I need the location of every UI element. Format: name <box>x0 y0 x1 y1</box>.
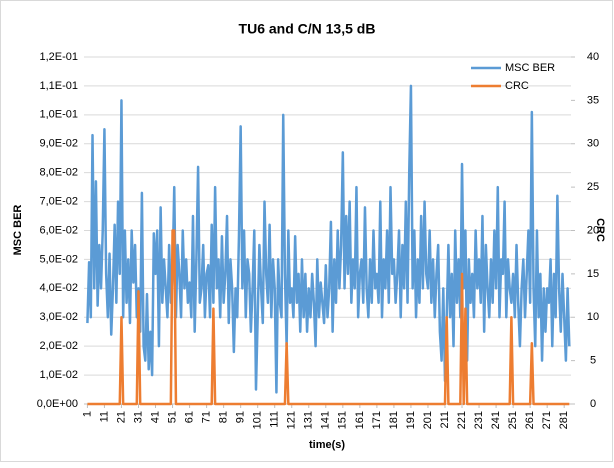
legend-label: MSC BER <box>505 62 555 74</box>
x-tick-label: 191 <box>405 411 417 429</box>
y-tick-label: 3,0E-02 <box>39 311 78 323</box>
x-tick-label: 251 <box>507 411 519 429</box>
y-tick-label: 1,0E-01 <box>39 109 78 121</box>
legend-label: CRC <box>505 80 529 92</box>
x-tick-label: 91 <box>235 411 247 423</box>
y-tick-label: 7,0E-02 <box>39 195 78 207</box>
x-tick-label: 71 <box>201 411 213 423</box>
y2-tick-label: 35 <box>587 94 599 106</box>
x-tick-label: 161 <box>354 411 366 429</box>
x-tick-label: 261 <box>524 411 536 429</box>
y2-tick-label: 40 <box>587 51 599 63</box>
x-tick-label: 121 <box>286 411 298 429</box>
x-tick-label: 1 <box>81 411 93 417</box>
x-tick-label: 81 <box>218 411 230 423</box>
x-tick-label: 21 <box>115 411 127 423</box>
y2-axis-label: CRC <box>594 218 606 242</box>
y-tick-label: 1,2E-01 <box>39 51 78 63</box>
y-tick-label: 9,0E-02 <box>39 138 78 150</box>
x-tick-label: 221 <box>456 411 468 429</box>
x-tick-label: 11 <box>98 411 110 422</box>
y2-tick-label: 30 <box>587 138 599 150</box>
x-tick-label: 201 <box>422 411 434 429</box>
y2-tick-label: 25 <box>587 181 599 193</box>
x-tick-label: 31 <box>132 411 144 423</box>
y-tick-label: 2,0E-02 <box>39 340 78 352</box>
x-tick-label: 271 <box>541 411 553 429</box>
x-tick-label: 211 <box>439 411 451 429</box>
y-axis-label: MSC BER <box>12 205 24 256</box>
y-tick-label: 1,0E-02 <box>39 369 78 381</box>
y-tick-label: 8,0E-02 <box>39 167 78 179</box>
x-tick-label: 141 <box>320 411 332 429</box>
data-line <box>86 84 571 394</box>
x-axis-label: time(s) <box>309 439 345 451</box>
y-tick-label: 5,0E-02 <box>39 253 78 265</box>
x-tick-label: 171 <box>371 411 383 429</box>
x-tick-label: 151 <box>337 411 349 429</box>
y2-tick-label: 0 <box>590 398 596 410</box>
y-tick-label: 0,0E+00 <box>37 398 78 410</box>
y2-tick-label: 20 <box>587 224 599 236</box>
x-tick-label: 281 <box>558 411 570 429</box>
x-tick-label: 61 <box>183 411 195 423</box>
y-tick-label: 1,1E-01 <box>39 80 78 92</box>
x-tick-label: 51 <box>166 411 178 423</box>
y-tick-label: 4,0E-02 <box>39 282 78 294</box>
y2-tick-label: 10 <box>587 311 599 323</box>
x-tick-label: 101 <box>252 411 264 429</box>
data-line <box>87 229 570 406</box>
x-tick-label: 181 <box>388 411 400 429</box>
x-tick-label: 41 <box>149 411 161 423</box>
x-tick-label: 111 <box>269 411 281 428</box>
y-tick-label: 6,0E-02 <box>39 224 78 236</box>
x-tick-label: 131 <box>303 411 315 429</box>
y2-tick-label: 5 <box>590 355 596 367</box>
y2-tick-label: 15 <box>587 268 599 280</box>
chart-title: TU6 and C/N 13,5 dB <box>239 21 376 37</box>
x-tick-label: 231 <box>473 411 485 429</box>
x-tick-label: 241 <box>490 411 502 429</box>
